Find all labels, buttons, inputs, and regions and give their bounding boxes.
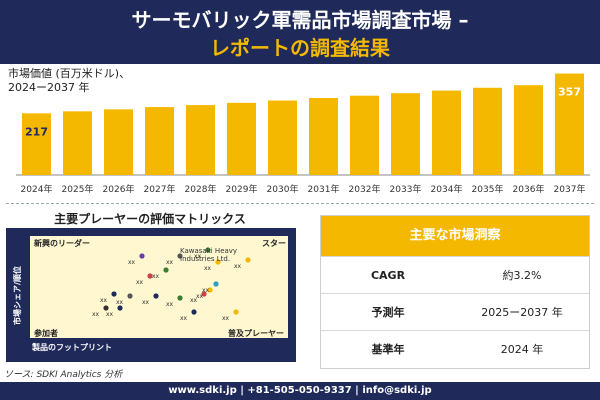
bar-2029年 bbox=[227, 102, 256, 175]
matrix-point-label: xx bbox=[234, 263, 242, 270]
bar-2031年 bbox=[309, 97, 338, 175]
x-tick-label: 2024年 bbox=[21, 183, 53, 195]
matrix-point-label: xx bbox=[166, 301, 174, 308]
bar-2028年 bbox=[186, 105, 215, 175]
matrix-corner-stars: スター bbox=[262, 239, 286, 248]
annotation-line2: Industries Ltd. bbox=[180, 255, 231, 263]
matrix-point bbox=[245, 257, 251, 263]
x-tick-label: 2037年 bbox=[554, 183, 586, 195]
matrix-point-label: xx bbox=[196, 293, 204, 300]
bar-2027年 bbox=[145, 107, 174, 175]
table-row: CAGR 約3.2% bbox=[321, 256, 589, 294]
bar-2036年 bbox=[514, 85, 543, 175]
matrix-point-label: xx bbox=[136, 279, 144, 286]
insights-table: 主要な市場洞察 CAGR 約3.2% 予測年 2025ー2037 年 基準年 2… bbox=[320, 215, 590, 369]
chart-label-line2: 2024ー2037 年 bbox=[8, 81, 90, 94]
matrix-point-label: xx bbox=[152, 273, 160, 280]
matrix-point bbox=[139, 253, 145, 259]
x-tick-label: 2034年 bbox=[431, 183, 463, 195]
x-tick-label: 2032年 bbox=[349, 183, 381, 195]
table-row: 予測年 2025ー2037 年 bbox=[321, 293, 589, 331]
table-row-value: 約3.2% bbox=[502, 269, 542, 282]
insights-table-header: 主要な市場洞察 bbox=[321, 216, 589, 256]
x-tick-label: 2028年 bbox=[185, 183, 217, 195]
matrix-point bbox=[111, 291, 117, 297]
x-tick-label: 2027年 bbox=[144, 183, 176, 195]
page-subtitle: レポートの調査結果 bbox=[210, 36, 390, 60]
matrix-point-label: xx bbox=[106, 311, 114, 318]
bar-2037年 bbox=[555, 73, 584, 175]
x-tick-label: 2036年 bbox=[513, 183, 545, 195]
matrix-point bbox=[205, 247, 211, 253]
bar-2026年 bbox=[104, 109, 133, 175]
table-row-value: 2025ー2037 年 bbox=[481, 306, 563, 319]
matrix-point bbox=[177, 295, 183, 301]
page-title: サーモバリック軍需品市場調査市場 – bbox=[131, 8, 469, 32]
x-tick-label: 2029年 bbox=[226, 183, 258, 195]
matrix-point bbox=[191, 309, 197, 315]
x-tick-label: 2025年 bbox=[62, 183, 94, 195]
source-note: ソース: SDKI Analytics 分析 bbox=[4, 370, 123, 380]
matrix-point-label: xx bbox=[202, 287, 210, 294]
matrix-corner-pervasive-players: 普及プレーヤー bbox=[228, 329, 284, 338]
matrix-point bbox=[207, 287, 213, 293]
bar-data-label: 357 bbox=[558, 86, 581, 99]
matrix-point-label: xx bbox=[100, 297, 108, 304]
matrix-point-label: xx bbox=[180, 315, 188, 322]
x-tick-label: 2030年 bbox=[267, 183, 299, 195]
x-tick-label: 2026年 bbox=[103, 183, 135, 195]
matrix-point-label: xx bbox=[92, 311, 100, 318]
contact-footer: www.sdki.jp | +81-505-050-9337 | info@sd… bbox=[0, 382, 600, 400]
bar-2030年 bbox=[268, 100, 297, 175]
matrix-point-label: xx bbox=[222, 315, 230, 322]
matrix-point-label: xx bbox=[128, 259, 136, 266]
matrix-x-axis-label: 製品のフットプリント bbox=[32, 343, 112, 352]
matrix-point bbox=[215, 259, 221, 265]
x-tick-label: 2035年 bbox=[472, 183, 504, 195]
matrix-point-label: xx bbox=[116, 299, 124, 306]
table-row-key: CAGR bbox=[370, 269, 406, 282]
matrix-corner-emerging-leaders: 新興のリーダー bbox=[34, 239, 90, 248]
bar-2025年 bbox=[63, 111, 92, 175]
matrix-point-label: xx bbox=[166, 259, 174, 266]
matrix-annotation: Kawasaki Heavy Industries Ltd. bbox=[180, 247, 237, 263]
matrix-point bbox=[201, 291, 207, 297]
matrix-point bbox=[103, 305, 109, 311]
matrix-point bbox=[127, 293, 133, 299]
matrix-point bbox=[233, 309, 239, 315]
table-row: 基準年 2024 年 bbox=[321, 330, 589, 368]
matrix-plot-area bbox=[30, 236, 288, 338]
matrix-point bbox=[117, 305, 123, 311]
matrix-point-label: xx bbox=[190, 297, 198, 304]
chart-axis-label: 市場価値 (百万米ドル)、 2024ー2037 年 bbox=[8, 67, 130, 95]
bar-data-label: 217 bbox=[25, 125, 48, 138]
table-row-key: 基準年 bbox=[371, 343, 405, 356]
matrix-point bbox=[163, 267, 169, 273]
matrix-corner-participants: 参加者 bbox=[34, 329, 58, 338]
market-value-bar-chart: 2024年 2025年 2026年 2027年 2028年 2029年 2030年 2031年… bbox=[16, 73, 590, 195]
table-row-key: 予測年 bbox=[371, 306, 405, 319]
bar-2032年 bbox=[350, 95, 379, 175]
matrix-point-label: xx bbox=[142, 299, 150, 306]
header-bar: サーモバリック軍需品市場調査市場 – レポートの調査結果 bbox=[0, 0, 600, 64]
matrix-point bbox=[177, 253, 183, 259]
matrix-point-label: xx bbox=[204, 265, 212, 272]
matrix-point-label: xx bbox=[194, 253, 202, 260]
bar-2035年 bbox=[473, 87, 502, 175]
matrix-point bbox=[153, 293, 159, 299]
matrix-point bbox=[147, 273, 153, 279]
section-divider bbox=[6, 203, 594, 204]
chart-label-line1: 市場価値 (百万米ドル)、 bbox=[8, 67, 131, 80]
bar-2033年 bbox=[391, 93, 420, 175]
annotation-line1: Kawasaki Heavy bbox=[180, 247, 238, 255]
x-tick-label: 2031年 bbox=[308, 183, 340, 195]
table-row-value: 2024 年 bbox=[500, 343, 544, 356]
matrix-point bbox=[213, 281, 219, 287]
bar-2034年 bbox=[432, 90, 461, 175]
bar-2024年 bbox=[22, 113, 51, 175]
x-tick-label: 2033年 bbox=[390, 183, 422, 195]
matrix-title: 主要プレーヤーの評価マトリックス bbox=[54, 212, 246, 226]
matrix-y-axis-label: 市場シェア/順位 bbox=[12, 266, 22, 325]
